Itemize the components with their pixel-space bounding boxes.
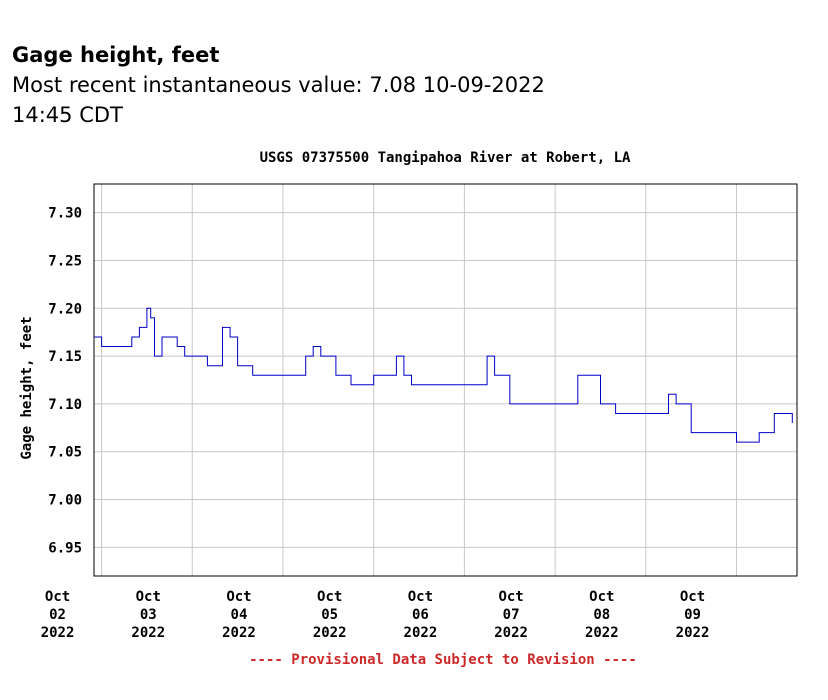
y-tick-labels: 6.95 7.00 7.05 7.10 7.15 7.20 7.25 7.30 — [48, 206, 82, 557]
gage-height-series-line — [94, 307, 793, 443]
y-tick-label: 7.10 — [48, 397, 82, 413]
x-tick-label-day: 05 — [321, 607, 338, 623]
recent-value-prefix: Most recent instantaneous value: — [12, 73, 363, 97]
x-tick-label-day: 04 — [231, 607, 248, 623]
x-tick-label-year: 2022 — [676, 625, 710, 641]
x-tick-label-day: 02 — [49, 607, 66, 623]
grid-lines — [94, 184, 797, 576]
x-tick-label-month: Oct — [680, 589, 705, 605]
x-tick-label-year: 2022 — [494, 625, 528, 641]
x-tick-labels: Oct 02 2022 Oct 03 2022 Oct 04 2022 Oct 05 2022 Oct 0… — [41, 589, 710, 641]
chart-title: USGS 07375500 Tangipahoa River at Robert… — [260, 150, 631, 166]
x-tick-label-day: 09 — [684, 607, 701, 623]
y-tick-label: 7.15 — [48, 349, 82, 365]
x-tick-label-month: Oct — [136, 589, 161, 605]
recent-timezone: CDT — [79, 103, 123, 127]
x-tick-label-month: Oct — [589, 589, 614, 605]
x-tick-label-day: 03 — [140, 607, 157, 623]
x-tick-label-year: 2022 — [41, 625, 75, 641]
recent-date: 10-09-2022 — [422, 73, 545, 97]
y-tick-label: 7.25 — [48, 253, 82, 269]
provisional-data-note: ---- Provisional Data Subject to Revisio… — [249, 652, 637, 668]
x-tick-label-day: 07 — [503, 607, 520, 623]
x-tick-label-day: 06 — [412, 607, 429, 623]
y-tick-label: 6.95 — [48, 540, 82, 556]
x-tick-label-month: Oct — [498, 589, 523, 605]
x-tick-label-year: 2022 — [222, 625, 256, 641]
y-tick-label: 7.00 — [48, 493, 82, 509]
y-tick-label: 7.05 — [48, 445, 82, 461]
x-tick-label-year: 2022 — [131, 625, 165, 641]
y-axis-label: Gage height, feet — [19, 316, 35, 459]
x-tick-label-year: 2022 — [404, 625, 438, 641]
x-tick-label-month: Oct — [317, 589, 342, 605]
x-tick-label-month: Oct — [408, 589, 433, 605]
recent-time: 14:45 — [12, 103, 73, 127]
parameter-title: Gage height, feet — [12, 43, 220, 67]
y-tick-label: 7.20 — [48, 301, 82, 317]
x-tick-label-year: 2022 — [313, 625, 347, 641]
recent-value: 7.08 — [369, 73, 417, 97]
x-tick-label-month: Oct — [226, 589, 251, 605]
x-tick-label-year: 2022 — [585, 625, 619, 641]
y-tick-label: 7.30 — [48, 206, 82, 222]
x-tick-label-day: 08 — [593, 607, 610, 623]
x-tick-label-month: Oct — [45, 589, 70, 605]
plot-frame — [93, 183, 798, 577]
chart-header: Gage height, feet Most recent instantane… — [12, 40, 572, 130]
recent-value-line: Most recent instantaneous value: 7.08 10… — [12, 70, 572, 130]
